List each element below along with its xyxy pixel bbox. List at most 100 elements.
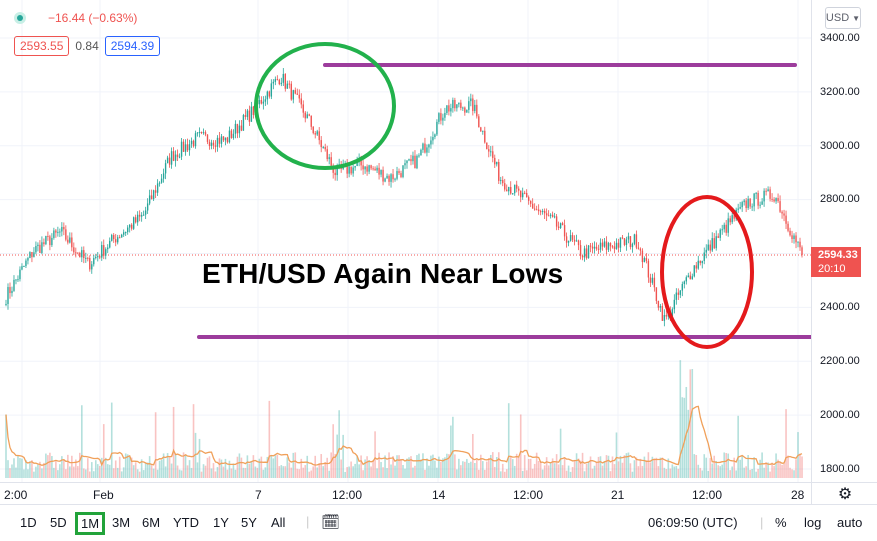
price-axis[interactable] xyxy=(811,0,877,482)
range-button-all[interactable]: All xyxy=(271,515,286,530)
volume-bar xyxy=(126,454,129,478)
candle-body xyxy=(400,173,402,177)
volume-bar xyxy=(21,458,23,478)
candle-body xyxy=(21,266,23,270)
candle-body xyxy=(577,240,580,246)
volume-bar xyxy=(749,469,751,478)
volume-bar xyxy=(607,455,610,478)
candle-body xyxy=(699,260,701,264)
candle-body xyxy=(787,223,789,231)
volume-bar xyxy=(152,468,155,478)
candle-body xyxy=(719,229,721,238)
volume-bar xyxy=(222,466,225,478)
volume-bar xyxy=(53,467,55,478)
volume-bar xyxy=(342,434,344,478)
volume-bar xyxy=(228,460,231,478)
volume-bar xyxy=(579,460,582,478)
volume-bar xyxy=(478,469,480,478)
candle-body xyxy=(13,279,15,291)
candle-body xyxy=(190,140,193,145)
candle-body xyxy=(470,98,472,102)
candle-body xyxy=(186,144,189,151)
volume-bar xyxy=(320,454,323,478)
utc-clock[interactable]: 06:09:50 (UTC) xyxy=(648,515,738,530)
candle-body xyxy=(502,179,504,184)
candle-body xyxy=(468,101,470,110)
candle-body xyxy=(168,157,171,165)
volume-bar xyxy=(230,468,233,478)
volume-bar xyxy=(47,455,49,478)
volume-bar xyxy=(757,468,759,478)
volume-bar xyxy=(723,452,725,478)
candle-body xyxy=(99,256,101,258)
volume-bar xyxy=(727,453,729,478)
candle-body xyxy=(428,144,430,148)
toolbar-divider: | xyxy=(306,514,310,529)
highlight-circle-lows xyxy=(660,195,754,349)
volume-bar xyxy=(493,466,496,478)
candle-body xyxy=(480,127,482,132)
settings-button[interactable]: ⚙ xyxy=(811,482,877,505)
candle-body xyxy=(306,114,308,119)
volume-bar xyxy=(294,452,297,478)
candle-body xyxy=(113,235,115,240)
range-button-5d[interactable]: 5D xyxy=(50,515,67,530)
volume-bar xyxy=(505,469,508,478)
candle-body xyxy=(67,239,69,243)
range-button-3m[interactable]: 3M xyxy=(112,515,131,530)
time-axis[interactable]: 2:00 Feb 7 12:00 14 12:00 21 12:00 28 xyxy=(0,482,811,505)
candle-body xyxy=(258,99,261,105)
volume-bar xyxy=(450,425,452,478)
range-button-6m[interactable]: 6M xyxy=(142,515,161,530)
volume-bar xyxy=(565,470,568,478)
volume-bar xyxy=(122,467,125,478)
volume-bar xyxy=(160,459,163,478)
candle-body xyxy=(396,171,398,179)
candle-body xyxy=(482,130,484,132)
candle-body xyxy=(785,215,787,224)
volume-bar xyxy=(452,416,454,478)
candle-body xyxy=(97,256,99,258)
candle-body xyxy=(484,130,486,143)
volume-bar xyxy=(725,453,727,478)
candle-body xyxy=(611,246,614,248)
bid-price[interactable]: 2593.55 xyxy=(14,36,70,56)
range-button-5y[interactable]: 5Y xyxy=(241,515,257,530)
range-button-ytd[interactable]: YTD xyxy=(173,515,199,530)
volume-bar xyxy=(164,466,167,478)
candle-body xyxy=(210,142,213,147)
volume-bar xyxy=(785,409,787,478)
auto-toggle[interactable]: auto xyxy=(837,515,863,530)
volume-bar xyxy=(328,470,330,478)
log-toggle[interactable]: log xyxy=(804,515,822,530)
candle-body xyxy=(336,164,338,176)
candle-body xyxy=(743,200,745,203)
candle-body xyxy=(200,132,203,134)
ask-price[interactable]: 2594.39 xyxy=(104,36,161,56)
candle-body xyxy=(372,168,374,170)
range-button-1d[interactable]: 1D xyxy=(20,515,37,530)
volume-bar xyxy=(771,462,773,478)
percent-toggle[interactable]: % xyxy=(775,515,787,530)
candle-body xyxy=(146,203,149,211)
volume-bar xyxy=(356,455,358,478)
live-status-icon xyxy=(14,12,26,24)
candle-body xyxy=(522,192,524,198)
range-button-1y[interactable]: 1Y xyxy=(213,515,229,530)
volume-bar xyxy=(521,470,524,478)
currency-select[interactable]: USD ▼ xyxy=(825,7,861,29)
volume-bar xyxy=(124,453,127,478)
calendar-icon[interactable]: 🗓 xyxy=(321,514,341,531)
range-button-1m[interactable]: 1M xyxy=(75,512,106,535)
volume-bar xyxy=(118,456,121,478)
candle-body xyxy=(218,137,221,144)
candle-body xyxy=(520,190,522,198)
candle-body xyxy=(75,252,77,254)
candle-body xyxy=(657,300,660,308)
volume-bar xyxy=(59,464,61,478)
candle-body xyxy=(414,155,416,169)
volume-bar xyxy=(759,459,761,478)
volume-bar xyxy=(765,462,767,478)
volume-bar xyxy=(144,462,147,478)
